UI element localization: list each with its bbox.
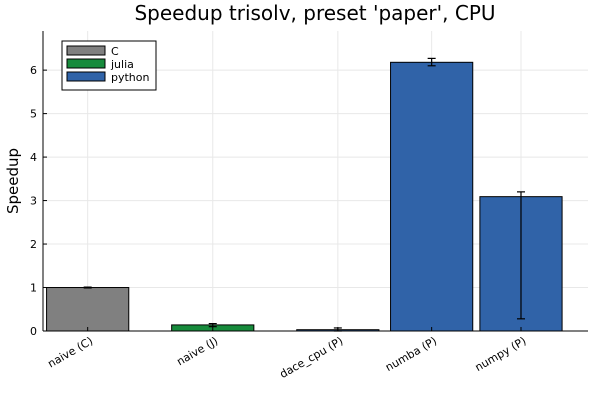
y-tick-label: 6 <box>30 64 37 77</box>
y-tick-label: 5 <box>30 108 37 121</box>
x-tick-label: numpy (P) <box>473 334 529 374</box>
chart-title: Speedup trisolv, preset 'paper', CPU <box>134 1 495 25</box>
legend-label: julia <box>110 58 134 71</box>
x-tick-label: numba (P) <box>383 334 439 374</box>
x-tick-label: naive (J) <box>174 334 220 368</box>
y-tick-label: 0 <box>30 325 37 338</box>
x-tick-label: dace_cpu (P) <box>278 334 346 381</box>
x-tick-label: naive (C) <box>46 334 96 370</box>
legend-label: C <box>111 45 119 58</box>
y-axis-label: Speedup <box>4 148 22 214</box>
legend-label: python <box>111 71 150 84</box>
y-tick-label: 2 <box>30 238 37 251</box>
y-tick-label: 3 <box>30 195 37 208</box>
legend-swatch <box>66 45 106 56</box>
legend-swatch <box>66 58 106 69</box>
bars <box>46 57 563 332</box>
bar <box>46 287 130 332</box>
axes <box>42 31 588 332</box>
bar <box>390 61 474 332</box>
legend-swatch <box>66 71 106 82</box>
y-tick-label: 1 <box>30 282 37 295</box>
y-tick-label: 4 <box>30 151 37 164</box>
